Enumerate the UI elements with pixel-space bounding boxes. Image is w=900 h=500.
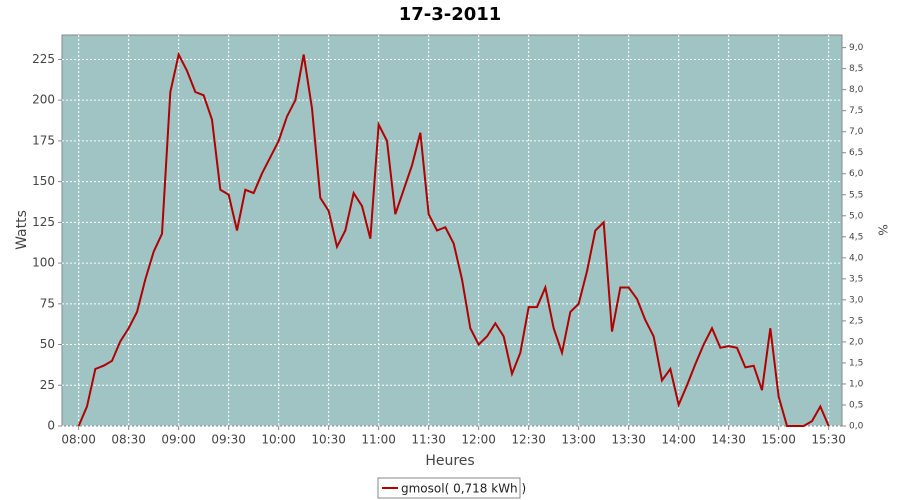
y2-tick-label: 7,0 (849, 127, 864, 137)
y-axis-label: Watts (14, 210, 30, 250)
x-tick-label: 09:00 (161, 433, 196, 447)
y-tick-label: 200 (32, 93, 55, 107)
y2-tick-label: 0,0 (849, 422, 864, 432)
y-tick-label: 175 (32, 133, 55, 147)
x-tick-label: 10:00 (261, 433, 296, 447)
x-tick-label: 08:30 (111, 433, 146, 447)
y2-tick-label: 8,0 (849, 85, 864, 95)
y2-tick-label: 0,5 (849, 400, 863, 410)
x-tick-label: 14:30 (711, 433, 746, 447)
y-tick-label: 150 (32, 174, 55, 188)
y2-tick-label: 6,5 (849, 148, 863, 158)
y-tick-label: 125 (32, 215, 55, 229)
y2-tick-label: 8,5 (849, 64, 863, 74)
y2-tick-label: 4,0 (849, 253, 864, 263)
x-tick-label: 11:30 (411, 433, 446, 447)
y2-axis-label: % (876, 224, 890, 235)
legend (377, 477, 521, 499)
x-tick-label: 08:00 (61, 433, 96, 447)
x-tick-label: 15:00 (761, 433, 796, 447)
x-tick-label: 13:00 (561, 433, 596, 447)
x-tick-label: 14:00 (661, 433, 696, 447)
y2-tick-label: 6,0 (849, 169, 864, 179)
y2-tick-label: 2,5 (849, 316, 863, 326)
y2-tick-label: 1,0 (849, 379, 864, 389)
x-tick-label: 10:30 (311, 433, 346, 447)
y-tick-label: 25 (40, 378, 55, 392)
chart-title: 17-3-2011 (399, 4, 502, 25)
y-tick-label: 75 (40, 296, 55, 310)
y2-tick-label: 2,0 (849, 337, 864, 347)
x-tick-label: 12:00 (461, 433, 496, 447)
y2-tick-label: 7,5 (849, 106, 863, 116)
x-tick-label: 11:00 (361, 433, 396, 447)
y-tick-label: 50 (40, 337, 55, 351)
y2-tick-label: 3,5 (849, 274, 863, 284)
y2-tick-label: 9,0 (849, 43, 864, 53)
x-tick-label: 09:30 (211, 433, 246, 447)
y-tick-label: 225 (32, 52, 55, 66)
legend-label: gmosol( 0,718 kWh ) (401, 482, 526, 496)
x-tick-label: 15:30 (811, 433, 846, 447)
y2-tick-label: 5,5 (849, 190, 863, 200)
y2-tick-label: 3,0 (849, 295, 864, 305)
y-tick-label: 100 (32, 256, 55, 270)
y2-tick-label: 5,0 (849, 211, 864, 221)
data-line (77, 51, 830, 427)
y2-tick-label: 4,5 (849, 232, 863, 242)
x-axis-label: Heures (425, 453, 474, 469)
y-tick-label: 0 (47, 419, 55, 433)
y2-tick-label: 1,5 (849, 358, 863, 368)
x-tick-label: 12:30 (511, 433, 546, 447)
x-tick-label: 13:30 (611, 433, 646, 447)
